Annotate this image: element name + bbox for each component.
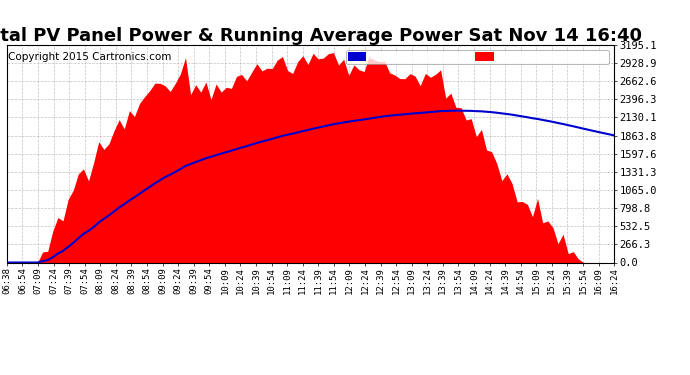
Title: Total PV Panel Power & Running Average Power Sat Nov 14 16:40: Total PV Panel Power & Running Average P… bbox=[0, 27, 642, 45]
Legend: Average (DC Watts), PV Panels (DC Watts): Average (DC Watts), PV Panels (DC Watts) bbox=[346, 50, 609, 64]
Text: Copyright 2015 Cartronics.com: Copyright 2015 Cartronics.com bbox=[8, 51, 171, 62]
